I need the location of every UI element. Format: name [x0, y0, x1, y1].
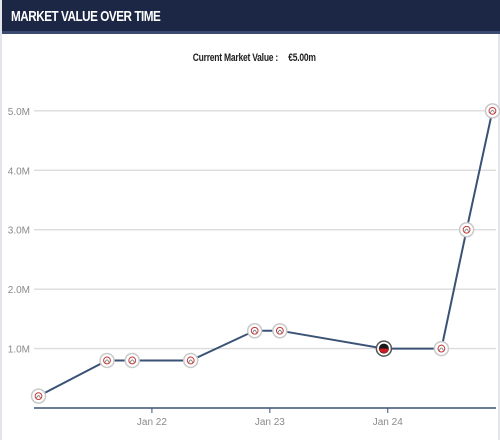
y-tick-label: 3.0M — [8, 226, 30, 237]
club-crest-icon — [34, 392, 43, 401]
club-crest-icon — [252, 329, 258, 333]
data-point-marker — [30, 388, 47, 404]
club-crest-icon — [128, 356, 137, 365]
y-tick-label: 4.0M — [8, 166, 30, 177]
current-market-value-label: Current Market Value : — [192, 52, 278, 64]
data-point-marker — [484, 103, 500, 119]
club-crest-icon — [490, 109, 495, 114]
club-crest-icon — [250, 326, 259, 335]
club-crest-icon — [129, 359, 135, 363]
club-crest-icon — [437, 344, 446, 353]
market-value-line — [38, 110, 494, 397]
y-tick-label: 5.0M — [8, 107, 30, 118]
club-crest-icon — [462, 225, 471, 234]
x-tick-label: Jan 23 — [255, 417, 285, 428]
data-point-marker — [272, 322, 288, 339]
club-crest-icon — [464, 228, 470, 232]
current-market-value-amount: €5.00m — [287, 52, 316, 64]
club-crest-icon — [488, 106, 497, 115]
club-crest-icon — [379, 348, 389, 354]
x-tick-label: Jan 24 — [373, 417, 403, 428]
y-tick-label: 2.0M — [8, 285, 30, 296]
club-crest-icon — [277, 329, 283, 333]
widget-title: MARKET VALUE OVER TIME — [11, 8, 161, 25]
data-point-marker — [99, 352, 115, 369]
club-crest-icon — [103, 356, 111, 365]
current-market-value: Current Market Value : €5.00m — [2, 52, 500, 64]
club-crest-icon — [186, 356, 195, 365]
widget-header: MARKET VALUE OVER TIME — [2, 0, 500, 34]
data-point-marker — [433, 340, 450, 357]
club-crest-icon — [36, 395, 41, 399]
data-point-marker — [182, 352, 199, 369]
club-crest-icon — [438, 347, 444, 351]
data-point-marker — [124, 352, 140, 369]
club-crest-icon — [188, 359, 194, 363]
data-point-marker — [458, 221, 475, 238]
x-tick-label: Jan 22 — [137, 417, 167, 428]
data-point-marker — [246, 322, 263, 339]
club-crest-icon — [104, 359, 110, 363]
y-tick-label: 1.0M — [8, 345, 30, 356]
club-crest-icon — [275, 326, 284, 335]
